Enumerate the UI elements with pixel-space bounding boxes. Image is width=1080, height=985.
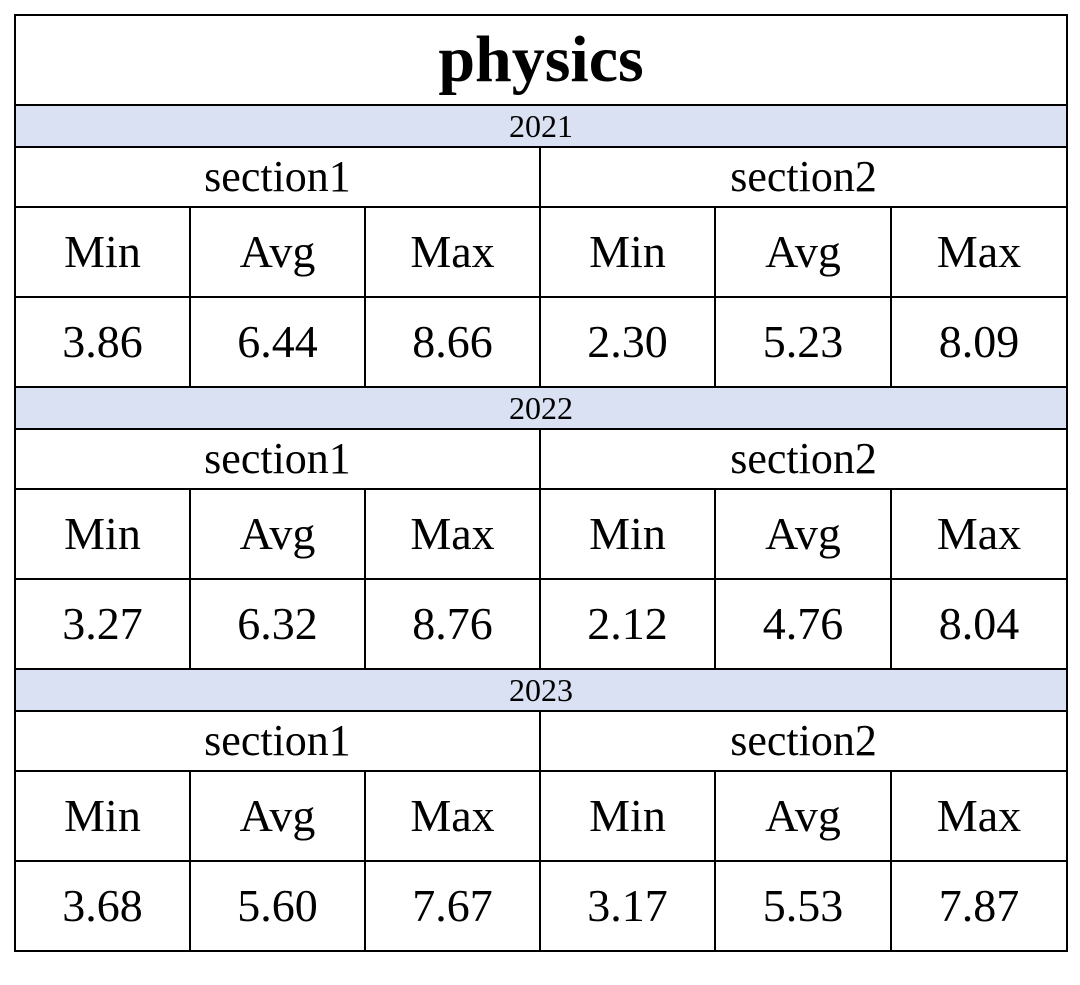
column-header: Max	[364, 206, 541, 298]
table-cell: 3.27	[14, 578, 191, 670]
column-header: Min	[14, 770, 191, 862]
table-cell: 5.23	[714, 296, 892, 388]
table-cell: 8.76	[364, 578, 541, 670]
table-cell: 2.30	[539, 296, 716, 388]
column-header: Min	[539, 770, 716, 862]
column-header: Min	[14, 206, 191, 298]
section-label: section1	[14, 710, 541, 772]
year-label: 2021	[13, 104, 1069, 148]
column-header: Avg	[714, 770, 892, 862]
table-cell: 2.12	[539, 578, 716, 670]
column-header: Max	[889, 488, 1069, 580]
table-cell: 7.67	[364, 860, 541, 952]
column-header: Avg	[714, 206, 892, 298]
header-row: Min Avg Max Min Avg Max	[14, 770, 1069, 862]
table-cell: 5.60	[189, 860, 366, 952]
year-label: 2023	[13, 668, 1069, 712]
column-header: Avg	[189, 770, 366, 862]
column-header: Avg	[189, 206, 366, 298]
column-header: Min	[14, 488, 191, 580]
year-row: 2023	[13, 668, 1069, 712]
column-header: Avg	[189, 488, 366, 580]
value-row: 3.27 6.32 8.76 2.12 4.76 8.04	[14, 578, 1069, 670]
value-row: 3.68 5.60 7.67 3.17 5.53 7.87	[14, 860, 1069, 952]
section-label: section1	[14, 146, 541, 208]
section-label: section2	[538, 428, 1069, 490]
column-header: Max	[889, 770, 1069, 862]
table-cell: 3.86	[14, 296, 191, 388]
physics-stats-table: physics 2021 section1 section2 Min Avg M…	[13, 14, 1069, 952]
column-header: Min	[539, 488, 716, 580]
year-label: 2022	[13, 386, 1069, 430]
section-row: section1 section2	[14, 710, 1069, 772]
column-header: Avg	[714, 488, 892, 580]
table-cell: 7.87	[889, 860, 1069, 952]
table-cell: 5.53	[714, 860, 892, 952]
table-cell: 6.44	[189, 296, 366, 388]
table-cell: 3.17	[539, 860, 716, 952]
header-row: Min Avg Max Min Avg Max	[14, 206, 1069, 298]
column-header: Max	[364, 770, 541, 862]
table-cell: 3.68	[14, 860, 191, 952]
header-row: Min Avg Max Min Avg Max	[14, 488, 1069, 580]
table-cell: 6.32	[189, 578, 366, 670]
title-row: physics	[13, 14, 1069, 106]
column-header: Max	[889, 206, 1069, 298]
year-row: 2022	[13, 386, 1069, 430]
table-title: physics	[13, 14, 1069, 106]
value-row: 3.86 6.44 8.66 2.30 5.23 8.09	[14, 296, 1069, 388]
column-header: Max	[364, 488, 541, 580]
table-cell: 4.76	[714, 578, 892, 670]
table-cell: 8.04	[889, 578, 1069, 670]
table-cell: 8.66	[364, 296, 541, 388]
section-row: section1 section2	[14, 428, 1069, 490]
section-label: section1	[14, 428, 541, 490]
section-row: section1 section2	[14, 146, 1069, 208]
table-cell: 8.09	[889, 296, 1069, 388]
section-label: section2	[538, 146, 1069, 208]
year-row: 2021	[13, 104, 1069, 148]
section-label: section2	[538, 710, 1069, 772]
column-header: Min	[539, 206, 716, 298]
